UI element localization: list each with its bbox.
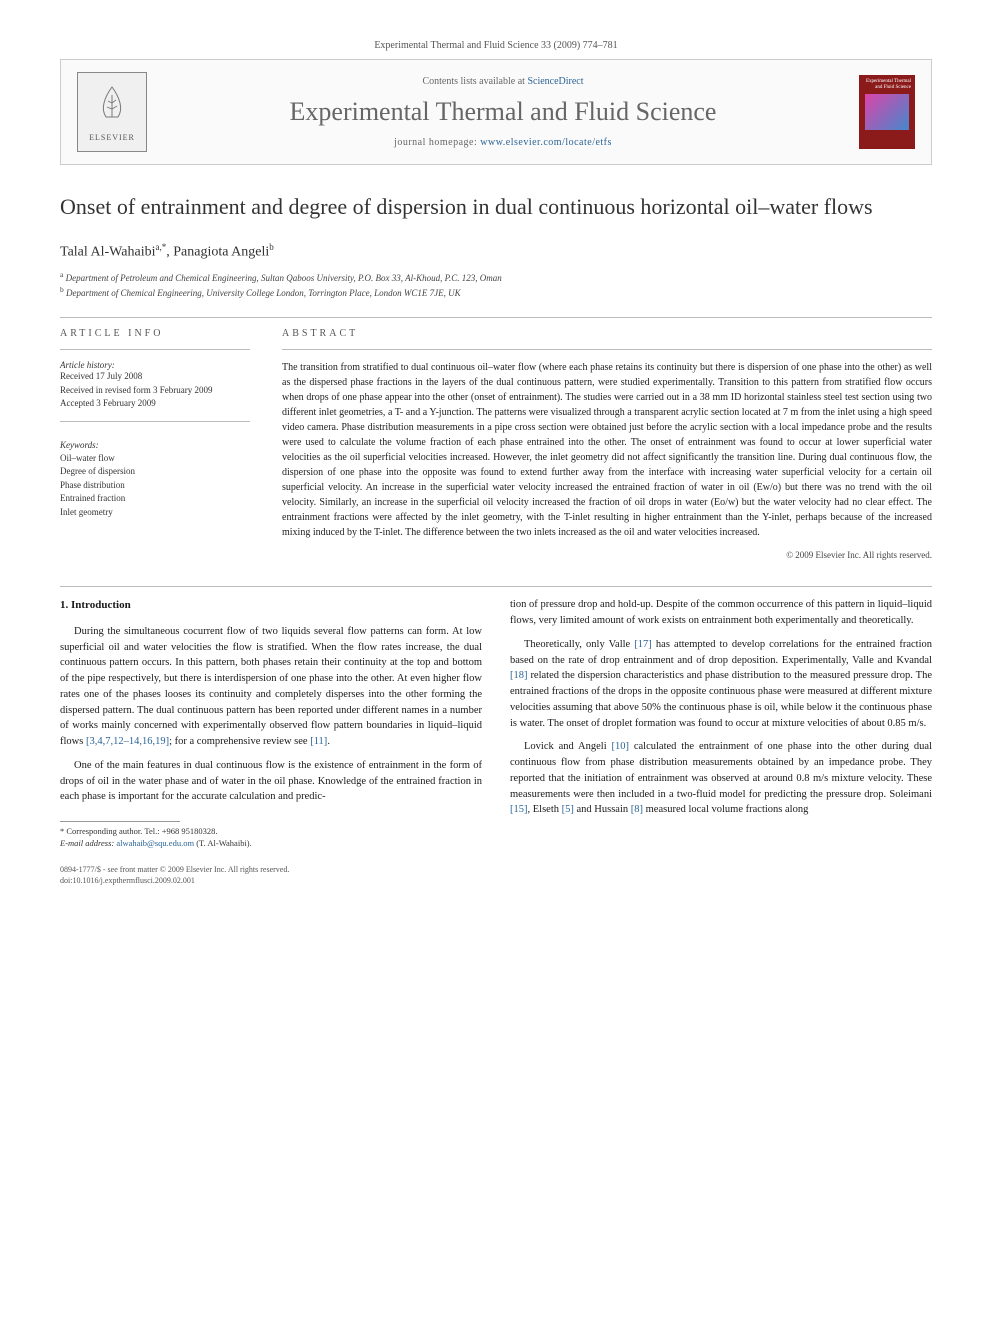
para-text: measured local volume fractions along <box>643 804 808 815</box>
info-divider-2 <box>60 421 250 422</box>
cover-image <box>865 94 909 130</box>
affiliation-a: a Department of Petroleum and Chemical E… <box>60 270 932 285</box>
header-citation: Experimental Thermal and Fluid Science 3… <box>60 40 932 51</box>
affiliation-b: b Department of Chemical Engineering, Un… <box>60 285 932 300</box>
paragraph: tion of pressure drop and hold-up. Despi… <box>510 597 932 629</box>
author-2: , Panagiota Angeli <box>166 244 269 259</box>
homepage-prefix: journal homepage: <box>394 137 480 148</box>
email-tail: (T. Al-Wahaibi). <box>194 838 252 848</box>
homepage-line: journal homepage: www.elsevier.com/locat… <box>163 137 843 148</box>
keyword: Entrained fraction <box>60 492 250 506</box>
body-divider <box>60 586 932 587</box>
homepage-link[interactable]: www.elsevier.com/locate/etfs <box>480 137 612 148</box>
keyword: Degree of dispersion <box>60 465 250 479</box>
authors: Talal Al-Wahaibia,*, Panagiota Angelib <box>60 242 932 261</box>
history-label: Article history: <box>60 360 250 370</box>
email-link[interactable]: alwahaib@squ.edu.om <box>116 838 194 848</box>
info-divider-1 <box>60 349 250 350</box>
footer-line-2: doi:10.1016/j.expthermflusci.2009.02.001 <box>60 875 482 886</box>
journal-banner: ELSEVIER Contents lists available at Sci… <box>60 59 932 165</box>
abstract-heading: ABSTRACT <box>282 328 932 339</box>
para-text: Theoretically, only Valle <box>524 639 634 650</box>
body-columns: 1. Introduction During the simultaneous … <box>60 597 932 886</box>
keywords-block: Keywords: Oil–water flow Degree of dispe… <box>60 440 250 520</box>
revised: Received in revised form 3 February 2009 <box>60 384 250 398</box>
article-title: Onset of entrainment and degree of dispe… <box>60 193 932 222</box>
abstract-copyright: © 2009 Elsevier Inc. All rights reserved… <box>282 550 932 560</box>
para-text: , Elseth <box>528 804 562 815</box>
aff-a-text: Department of Petroleum and Chemical Eng… <box>66 273 502 283</box>
abstract-divider <box>282 349 932 350</box>
elsevier-logo: ELSEVIER <box>77 72 147 152</box>
paragraph: One of the main features in dual continu… <box>60 758 482 805</box>
abstract: ABSTRACT The transition from stratified … <box>282 328 932 560</box>
keyword: Inlet geometry <box>60 506 250 520</box>
affiliations: a Department of Petroleum and Chemical E… <box>60 270 932 299</box>
footer-line-1: 0894-1777/$ - see front matter © 2009 El… <box>60 864 482 875</box>
ref-link[interactable]: [5] <box>562 804 574 815</box>
para-text: related the dispersion characteristics a… <box>510 670 932 728</box>
author-1-sup: a,* <box>155 242 166 252</box>
journal-cover: Experimental Thermal and Fluid Science <box>859 75 915 149</box>
ref-link[interactable]: [18] <box>510 670 528 681</box>
author-1: Talal Al-Wahaibi <box>60 244 155 259</box>
paragraph: During the simultaneous cocurrent flow o… <box>60 624 482 750</box>
accepted: Accepted 3 February 2009 <box>60 397 250 411</box>
journal-title: Experimental Thermal and Fluid Science <box>163 97 843 127</box>
author-2-sup: b <box>269 242 274 252</box>
para-text: and Hussain <box>574 804 631 815</box>
cover-text: Experimental Thermal and Fluid Science <box>863 79 911 90</box>
sciencedirect-link[interactable]: ScienceDirect <box>527 76 583 87</box>
keyword: Phase distribution <box>60 479 250 493</box>
ref-link[interactable]: [17] <box>634 639 652 650</box>
contents-line: Contents lists available at ScienceDirec… <box>163 76 843 87</box>
ref-link[interactable]: [3,4,7,12–14,16,19] <box>86 736 169 747</box>
tree-icon <box>94 83 130 131</box>
journal-center: Contents lists available at ScienceDirec… <box>147 76 859 148</box>
received: Received 17 July 2008 <box>60 370 250 384</box>
keyword: Oil–water flow <box>60 452 250 466</box>
paragraph: Theoretically, only Valle [17] has attem… <box>510 637 932 732</box>
footnote-divider <box>60 821 180 822</box>
keywords-label: Keywords: <box>60 440 250 450</box>
ref-link[interactable]: [11] <box>310 736 327 747</box>
aff-b-text: Department of Chemical Engineering, Univ… <box>66 288 461 298</box>
corresponding-footnote: * Corresponding author. Tel.: +968 95180… <box>60 826 482 838</box>
column-left: 1. Introduction During the simultaneous … <box>60 597 482 886</box>
para-text: . <box>327 736 330 747</box>
paragraph: Lovick and Angeli [10] calculated the en… <box>510 739 932 818</box>
article-info-heading: ARTICLE INFO <box>60 328 250 339</box>
section-1-heading: 1. Introduction <box>60 597 482 614</box>
column-right: tion of pressure drop and hold-up. Despi… <box>510 597 932 886</box>
info-abstract-row: ARTICLE INFO Article history: Received 1… <box>60 328 932 560</box>
para-text: Lovick and Angeli <box>524 741 611 752</box>
para-text: ; for a comprehensive review see <box>169 736 310 747</box>
abstract-text: The transition from stratified to dual c… <box>282 360 932 540</box>
contents-prefix: Contents lists available at <box>422 76 527 87</box>
elsevier-text: ELSEVIER <box>89 133 135 142</box>
ref-link[interactable]: [15] <box>510 804 528 815</box>
ref-link[interactable]: [10] <box>611 741 629 752</box>
ref-link[interactable]: [8] <box>631 804 643 815</box>
article-info: ARTICLE INFO Article history: Received 1… <box>60 328 250 560</box>
email-footnote: E-mail address: alwahaib@squ.edu.om (T. … <box>60 838 482 850</box>
para-text: During the simultaneous cocurrent flow o… <box>60 626 482 747</box>
email-label: E-mail address: <box>60 838 114 848</box>
divider <box>60 317 932 318</box>
